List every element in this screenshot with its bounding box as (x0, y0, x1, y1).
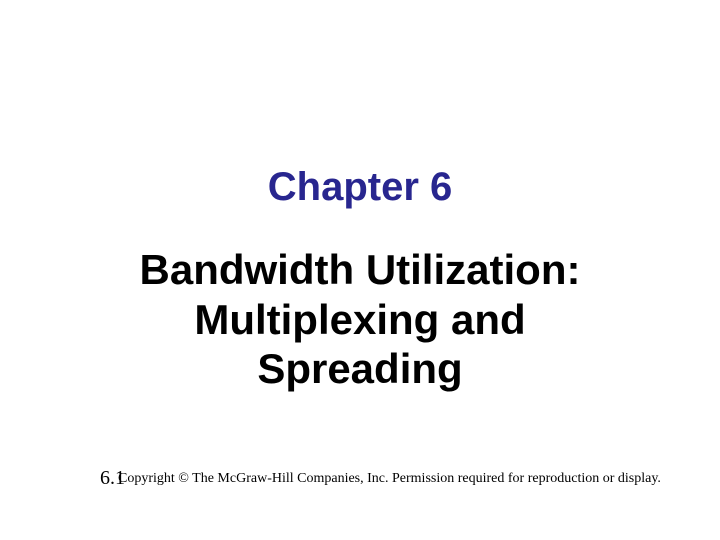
chapter-title: Bandwidth Utilization: Multiplexing and … (0, 245, 720, 394)
chapter-title-line-2: Multiplexing and (194, 296, 525, 343)
chapter-title-line-1: Bandwidth Utilization: (140, 246, 581, 293)
copyright-text: Copyright © The McGraw-Hill Companies, I… (118, 471, 661, 487)
chapter-label: Chapter 6 (0, 165, 720, 210)
chapter-title-line-3: Spreading (257, 345, 462, 392)
